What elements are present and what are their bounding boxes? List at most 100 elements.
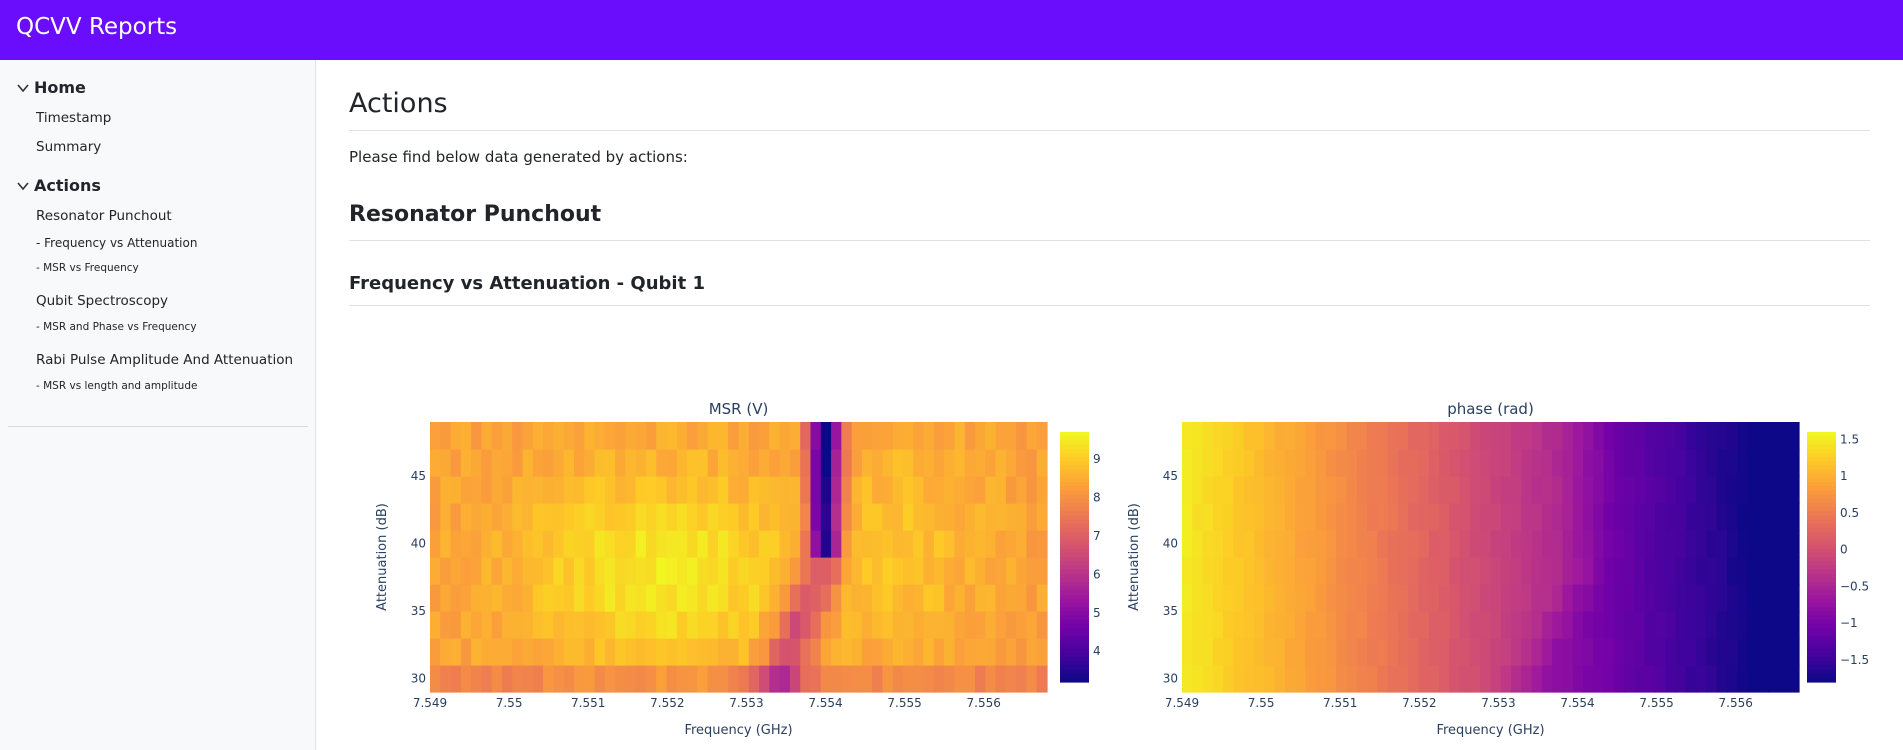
heatmap-cell xyxy=(1367,584,1378,612)
heatmap-cell xyxy=(800,530,812,558)
sidebar-section-home[interactable]: Home xyxy=(16,78,86,97)
heatmap-cell xyxy=(1346,422,1358,450)
heatmap-cell xyxy=(789,638,801,666)
sidebar-item-qubit-spectroscopy[interactable]: Qubit Spectroscopy xyxy=(36,293,169,309)
heatmap-cell xyxy=(1500,476,1512,504)
heatmap-cell xyxy=(789,476,801,504)
heatmap-cell xyxy=(1552,503,1564,531)
heatmap-cell xyxy=(1202,449,1214,477)
heatmap-cell xyxy=(964,665,976,693)
phase-heatmap[interactable]: phase (rad) 7.549 7.55 7.551 7.552 7.553 7.554… xyxy=(1127,400,1869,738)
heatmap-cell xyxy=(1613,476,1625,504)
heatmap-cell xyxy=(1212,638,1224,666)
heatmap-cell xyxy=(1511,422,1522,450)
heatmap-cell xyxy=(903,584,914,612)
heatmap-cell xyxy=(1192,476,1204,504)
heatmap-cell xyxy=(800,476,812,504)
heatmap-cell xyxy=(1716,422,1728,450)
heatmap-cell xyxy=(1387,665,1399,693)
heatmap-cell xyxy=(481,611,493,639)
heatmap-cell xyxy=(1706,611,1718,639)
x-tick-label: 7.55 xyxy=(496,696,523,710)
heatmap-cell xyxy=(1737,476,1749,504)
heatmap-cell xyxy=(1511,611,1522,639)
heatmap-cell xyxy=(954,476,966,504)
heatmap-cell xyxy=(1428,584,1440,612)
heatmap-cell xyxy=(1490,557,1502,585)
heatmap-cell xyxy=(1511,476,1522,504)
heatmap-cell xyxy=(676,665,688,693)
heatmap-cell xyxy=(1223,530,1235,558)
x-tick-label: 7.553 xyxy=(1481,696,1515,710)
heatmap-cell xyxy=(1439,665,1450,693)
heatmap-cell xyxy=(1747,476,1759,504)
heatmap-cell xyxy=(954,422,966,450)
heatmap-cell xyxy=(985,557,997,585)
heatmap-cell xyxy=(1428,530,1440,558)
colorbar-segment xyxy=(1807,544,1836,550)
heatmap-cell xyxy=(522,476,534,504)
sidebar-section-actions[interactable]: Actions xyxy=(16,176,101,195)
heatmap-cell xyxy=(1768,557,1780,585)
heatmap-cell xyxy=(779,476,791,504)
heatmap-cell xyxy=(1202,638,1214,666)
sidebar-subitem-frequency-vs-attenuation[interactable]: - Frequency vs Attenuation xyxy=(36,236,198,250)
heatmap-figure[interactable]: MSR (V)7.549 7.55 7.551 7.552 7.553 7.554 7.55… xyxy=(317,60,1903,750)
heatmap-cell xyxy=(841,638,853,666)
msr-heatmap[interactable]: MSR (V) 7.549 7.55 7.551 7.552 7.553 7.554 7.55… xyxy=(375,400,1101,738)
heatmap-cell xyxy=(1202,503,1214,531)
heatmap-cell xyxy=(1541,476,1553,504)
sidebar-item-rabi-pulse[interactable]: Rabi Pulse Amplitude And Attenuation xyxy=(36,352,294,368)
heatmap-cell xyxy=(1233,476,1245,504)
heatmap-cell xyxy=(748,611,760,639)
heatmap-cell xyxy=(1336,638,1348,666)
heatmap-cell xyxy=(841,530,853,558)
heatmap-cell xyxy=(913,638,925,666)
heatmap-cell xyxy=(1644,557,1656,585)
heatmap-cell xyxy=(543,665,554,693)
heatmap-cell xyxy=(944,503,956,531)
colorbar-segment xyxy=(1060,486,1089,491)
heatmap-cell xyxy=(831,449,842,477)
heatmap-cell xyxy=(944,449,956,477)
sidebar-item-timestamp[interactable]: Timestamp xyxy=(36,110,112,126)
colorbar-segment xyxy=(1060,573,1089,579)
heatmap-cell xyxy=(635,638,647,666)
heatmap-cell xyxy=(851,584,863,612)
heatmap-cell xyxy=(1356,476,1368,504)
heatmap-cell xyxy=(1788,503,1800,531)
heatmap-cell xyxy=(1624,422,1636,450)
sidebar-item-resonator-punchout[interactable]: Resonator Punchout xyxy=(36,208,172,224)
heatmap-cell xyxy=(676,611,688,639)
heatmap-cell xyxy=(1624,557,1636,585)
colorbar-segment xyxy=(1060,644,1089,650)
colorbar-tick-label: 8 xyxy=(1093,490,1101,504)
heatmap-cell xyxy=(841,503,853,531)
heatmap-cell xyxy=(759,665,770,693)
heatmap-cell xyxy=(1212,422,1224,450)
app-title[interactable]: QCVV Reports xyxy=(16,14,178,40)
chevron-down-icon[interactable] xyxy=(16,81,30,95)
heatmap-cell xyxy=(676,584,688,612)
heatmap-cell xyxy=(543,530,554,558)
sidebar-subitem-msr-vs-frequency[interactable]: - MSR vs Frequency xyxy=(36,262,139,274)
heatmap-cell xyxy=(1336,584,1348,612)
heatmap-cell xyxy=(1377,476,1389,504)
heatmap-cell xyxy=(975,503,986,531)
heatmap-cell xyxy=(851,422,863,450)
heatmap-cell xyxy=(1480,530,1492,558)
heatmap-cell xyxy=(954,557,966,585)
heatmap-cell xyxy=(748,503,760,531)
heatmap-cell xyxy=(728,557,740,585)
heatmap-cell xyxy=(1603,422,1615,450)
heatmap-cell xyxy=(1562,665,1574,693)
heatmap-cell xyxy=(687,638,698,666)
heatmap-cell xyxy=(1675,530,1687,558)
colorbar-segment xyxy=(1060,536,1089,541)
heatmap-cell xyxy=(1768,584,1780,612)
heatmap-cell xyxy=(1500,530,1512,558)
sidebar-subitem-msr-and-phase-vs-frequency[interactable]: - MSR and Phase vs Frequency xyxy=(36,321,197,333)
chevron-down-icon[interactable] xyxy=(16,179,30,193)
sidebar-subitem-msr-vs-length-and-amplitude[interactable]: - MSR vs length and amplitude xyxy=(36,380,198,392)
sidebar-item-summary[interactable]: Summary xyxy=(36,139,102,155)
